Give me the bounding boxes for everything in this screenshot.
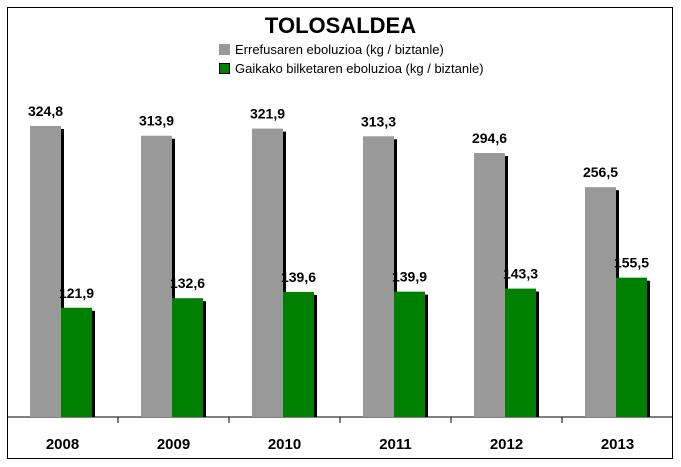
bar-shadow: [425, 294, 428, 417]
bar-gaikako: [283, 291, 314, 417]
bar-errefusa: [141, 135, 172, 417]
data-label: 139,9: [392, 269, 427, 285]
data-label: 313,9: [139, 113, 174, 129]
bar-gaikako: [616, 277, 647, 417]
bar-shadow: [283, 131, 286, 417]
bar-shadow: [536, 291, 539, 417]
legend-label: Errefusaren eboluzioa (kg / biztanle): [235, 42, 444, 57]
bar-errefusa: [363, 136, 394, 417]
bar-shadow: [203, 301, 206, 417]
bar-shadow: [314, 294, 317, 417]
category-label: 2011: [379, 436, 412, 453]
chart-frame: [7, 7, 673, 459]
legend-swatch-green: [219, 63, 230, 74]
data-label: 313,3: [361, 113, 396, 129]
data-label: 139,6: [281, 269, 316, 285]
bar-shadow: [92, 310, 95, 417]
data-label: 121,9: [59, 285, 94, 301]
category-label: 2009: [157, 436, 190, 453]
bar-errefusa: [585, 187, 616, 417]
data-label: 321,9: [250, 106, 285, 122]
bar-errefusa: [252, 128, 283, 417]
legend-swatch-gray: [219, 44, 230, 55]
bar-shadow: [172, 138, 175, 417]
category-label: 2013: [601, 436, 634, 453]
bar-errefusa: [30, 125, 61, 418]
chart-title: TOLOSALDEA: [264, 13, 417, 38]
bar-shadow: [505, 156, 508, 418]
legend-label: Gaikako bilketaren eboluzioa (kg / bizta…: [235, 61, 484, 76]
bar-gaikako: [394, 291, 425, 417]
bar-shadow: [61, 128, 64, 418]
bar-gaikako: [172, 298, 203, 417]
data-label: 155,5: [614, 255, 649, 271]
bar-gaikako: [505, 288, 536, 417]
data-label: 256,5: [583, 164, 618, 180]
category-label: 2012: [490, 436, 523, 453]
legend-item-errefusa: Errefusaren eboluzioa (kg / biztanle): [219, 42, 444, 57]
data-label: 324,8: [28, 103, 63, 119]
bar-gaikako: [61, 307, 92, 417]
data-label: 294,6: [472, 130, 507, 146]
data-label: 143,3: [503, 266, 538, 282]
data-label: 132,6: [170, 275, 205, 291]
bar-errefusa: [474, 153, 505, 418]
bar-shadow: [647, 280, 650, 417]
category-label: 2010: [268, 436, 301, 453]
bar-shadow: [394, 139, 397, 417]
category-label: 2008: [46, 436, 79, 453]
legend-item-gaikako: Gaikako bilketaren eboluzioa (kg / bizta…: [219, 61, 484, 76]
